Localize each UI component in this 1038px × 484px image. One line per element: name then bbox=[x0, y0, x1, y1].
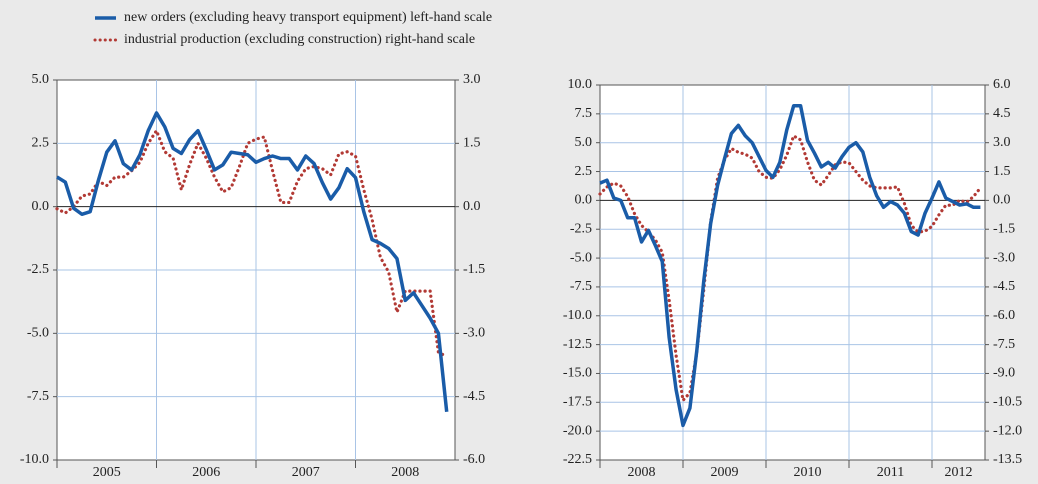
y-tick-label: -22.5 bbox=[563, 452, 592, 467]
y2-tick-label: 4.5 bbox=[993, 106, 1011, 121]
y-tick-label: -7.5 bbox=[27, 389, 49, 404]
x-tick-label: 2009 bbox=[711, 465, 739, 480]
y2-tick-label: -10.5 bbox=[993, 395, 1022, 410]
y-tick-label: -2.5 bbox=[570, 221, 592, 236]
y-tick-label: 10.0 bbox=[568, 77, 593, 92]
x-tick-label: 2008 bbox=[391, 465, 419, 480]
y2-tick-label: -12.0 bbox=[993, 423, 1022, 438]
y2-tick-label: -1.5 bbox=[993, 221, 1015, 236]
y2-tick-label: 0.0 bbox=[993, 193, 1011, 208]
x-tick-label: 2005 bbox=[93, 465, 121, 480]
y2-tick-label: -6.0 bbox=[463, 452, 485, 467]
y2-tick-label: 3.0 bbox=[463, 72, 481, 87]
y2-tick-label: 6.0 bbox=[993, 77, 1011, 92]
series-line-left bbox=[599, 104, 981, 428]
y-tick-label: -5.0 bbox=[27, 326, 49, 341]
y2-tick-label: -4.5 bbox=[463, 389, 485, 404]
y-tick-label: 7.5 bbox=[575, 106, 593, 121]
y2-tick-label: -4.5 bbox=[993, 279, 1015, 294]
series-line-left bbox=[56, 111, 449, 413]
y-tick-label: -5.0 bbox=[570, 250, 592, 265]
x-tick-label: 2011 bbox=[877, 465, 904, 480]
y-tick-label: 2.5 bbox=[32, 136, 50, 151]
y-tick-label: -10.0 bbox=[563, 308, 592, 323]
y2-tick-label: 1.5 bbox=[993, 164, 1011, 179]
y-tick-label: 5.0 bbox=[575, 135, 593, 150]
x-tick-label: 2012 bbox=[945, 465, 973, 480]
y-tick-label: 0.0 bbox=[575, 193, 593, 208]
y2-tick-label: 0.0 bbox=[463, 199, 481, 214]
legend-label: new orders (excluding heavy transport eq… bbox=[124, 10, 492, 25]
y-tick-label: -2.5 bbox=[27, 262, 49, 277]
y-tick-label: 5.0 bbox=[32, 72, 50, 87]
y-tick-label: 2.5 bbox=[575, 164, 593, 179]
series-line-right bbox=[55, 127, 449, 359]
y2-tick-label: -7.5 bbox=[993, 337, 1015, 352]
y2-tick-label: -13.5 bbox=[993, 452, 1022, 467]
y-tick-label: -12.5 bbox=[563, 337, 592, 352]
y-tick-label: -15.0 bbox=[563, 366, 592, 381]
legend-label: industrial production (excluding constru… bbox=[124, 32, 475, 47]
y2-tick-label: 1.5 bbox=[463, 136, 481, 151]
y-tick-label: 0.0 bbox=[32, 199, 50, 214]
y-tick-label: -7.5 bbox=[570, 279, 592, 294]
y2-tick-label: -6.0 bbox=[993, 308, 1015, 323]
x-tick-label: 2007 bbox=[292, 465, 320, 480]
y2-tick-label: -9.0 bbox=[993, 366, 1015, 381]
y2-tick-label: -3.0 bbox=[993, 250, 1015, 265]
y2-tick-label: 3.0 bbox=[993, 135, 1011, 150]
x-tick-label: 2006 bbox=[192, 465, 220, 480]
y2-tick-label: -1.5 bbox=[463, 262, 485, 277]
plot-area bbox=[599, 84, 986, 461]
y2-tick-label: -3.0 bbox=[463, 326, 485, 341]
y-tick-label: -20.0 bbox=[563, 423, 592, 438]
y-tick-label: -10.0 bbox=[20, 452, 49, 467]
y-tick-label: -17.5 bbox=[563, 395, 592, 410]
x-tick-label: 2010 bbox=[794, 465, 822, 480]
x-tick-label: 2008 bbox=[628, 465, 656, 480]
